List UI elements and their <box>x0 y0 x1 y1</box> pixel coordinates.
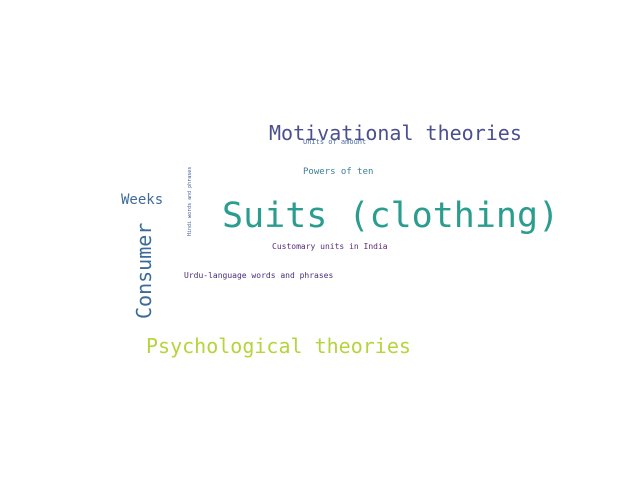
word-units-of-amount: Units of amount <box>303 138 367 146</box>
word-urdu-language-words-and-phrases: Urdu-language words and phrases <box>184 271 334 280</box>
word-customary-units-in-india: Customary units in India <box>272 242 388 251</box>
word-motivational-theories: Motivational theories <box>269 121 522 145</box>
word-consumer: Consumer <box>132 222 156 319</box>
word-weeks: Weeks <box>121 192 164 208</box>
word-psychological-theories: Psychological theories <box>146 334 411 358</box>
word-hindi-words-and-phrases: Hindi words and phrases <box>187 166 193 236</box>
word-suits-clothing: Suits (clothing) <box>222 196 560 236</box>
word-powers-of-ten: Powers of ten <box>303 167 374 177</box>
